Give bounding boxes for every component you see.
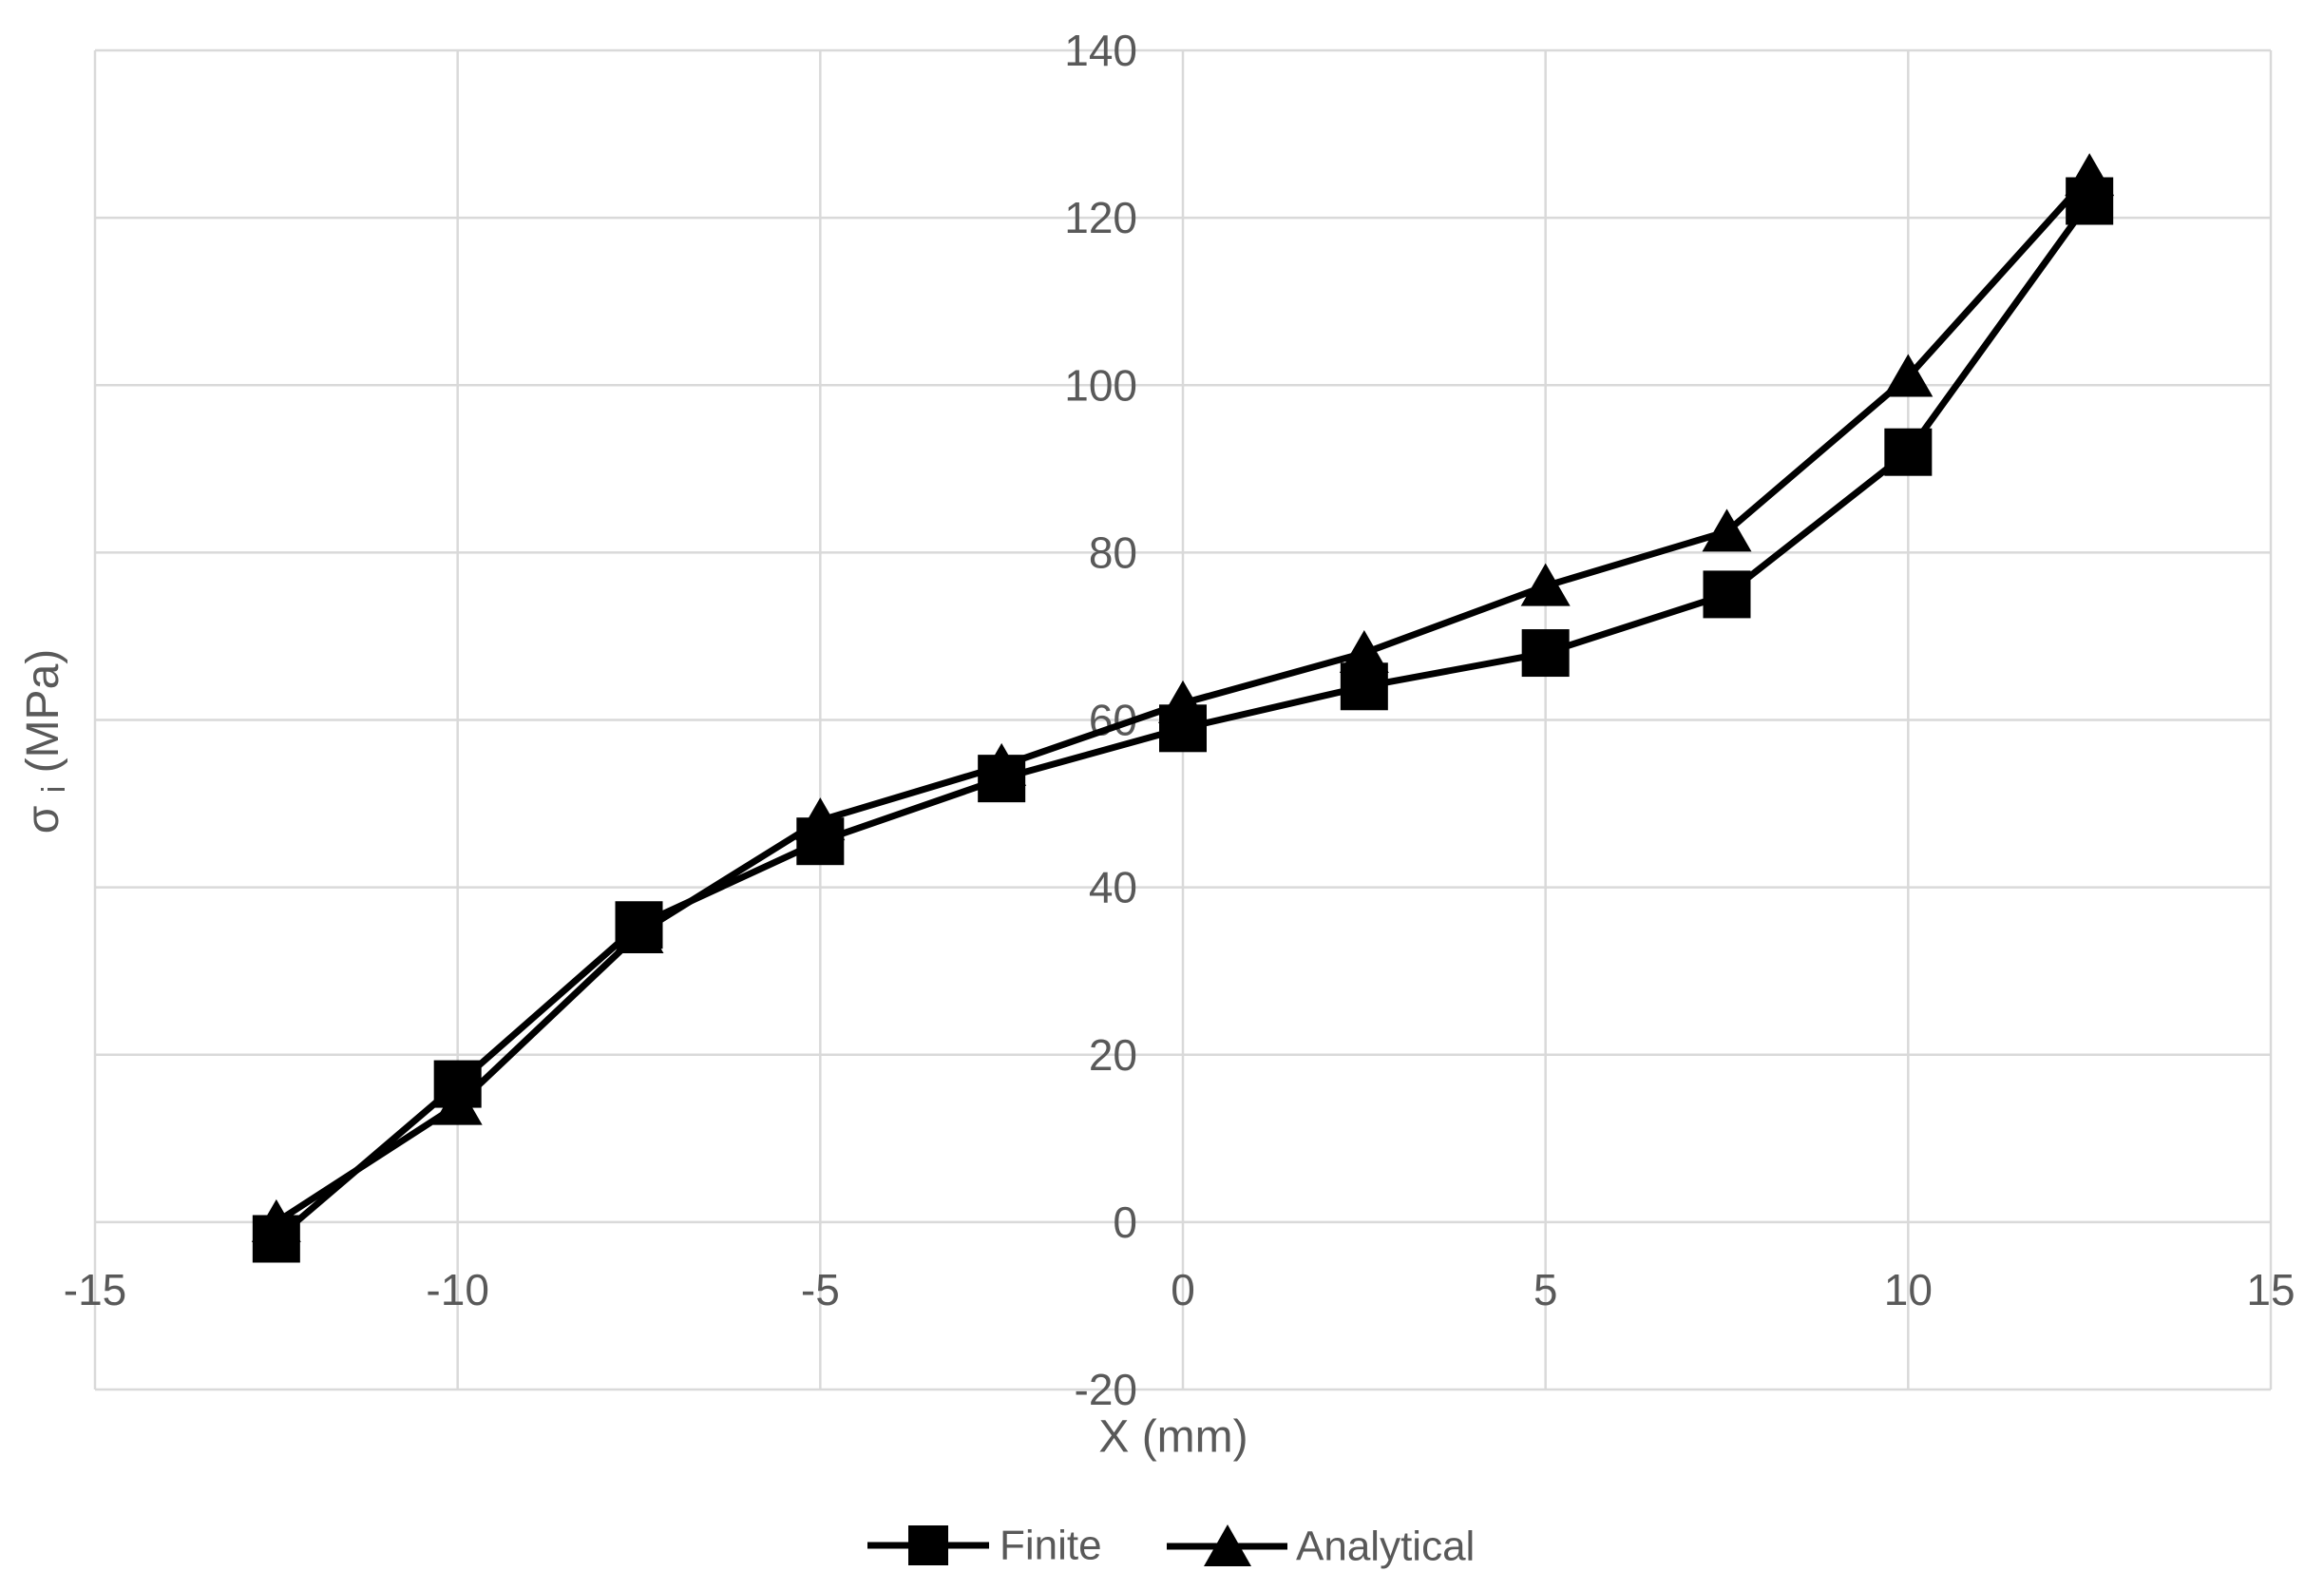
x-tick-label: -15 xyxy=(64,1265,126,1314)
x-tick-label: 5 xyxy=(1533,1265,1558,1314)
square-marker xyxy=(2066,177,2114,225)
y-axis-title: σ i (MPa) xyxy=(18,649,80,834)
square-marker xyxy=(1521,629,1570,678)
square-marker xyxy=(796,817,845,866)
legend: Finite Analytical xyxy=(867,1523,1475,1570)
x-tick-label: -10 xyxy=(426,1265,488,1314)
triangle-marker xyxy=(1883,354,1933,397)
y-tick-label: 80 xyxy=(1089,527,1137,577)
y-tick-label: 140 xyxy=(1064,26,1137,75)
legend-marker-square-icon xyxy=(908,1525,948,1565)
y-axis-title-subscript: i xyxy=(36,786,72,794)
legend-label-analytical: Analytical xyxy=(1296,1524,1475,1570)
y-tick-label: 100 xyxy=(1064,360,1137,410)
square-marker xyxy=(1703,570,1751,619)
legend-marker-triangle-icon xyxy=(1204,1524,1251,1566)
square-marker xyxy=(1159,704,1207,753)
legend-item-finite: Finite xyxy=(867,1523,1102,1569)
square-marker xyxy=(978,755,1026,803)
square-marker xyxy=(433,1060,482,1108)
x-tick-label: -5 xyxy=(801,1265,840,1314)
square-marker xyxy=(615,901,663,949)
y-tick-label: 20 xyxy=(1089,1030,1137,1080)
legend-label-finite: Finite xyxy=(1000,1523,1102,1569)
square-marker xyxy=(252,1215,300,1263)
triangle-marker xyxy=(1520,563,1571,606)
y-tick-label: 0 xyxy=(1113,1198,1137,1247)
data-series-layer xyxy=(251,153,2115,1263)
triangle-marker xyxy=(1702,508,1752,552)
y-tick-label: -20 xyxy=(1075,1365,1137,1414)
x-tick-label: 0 xyxy=(1171,1265,1195,1314)
square-marker xyxy=(1884,428,1933,476)
x-axis-title: X (mm) xyxy=(1098,1412,1248,1463)
x-tick-label: 10 xyxy=(1884,1265,1933,1314)
x-tick-label: 15 xyxy=(2246,1265,2295,1314)
square-marker xyxy=(1340,662,1388,711)
y-axis-title-unit: (MPa) xyxy=(18,649,68,774)
y-axis-title-sigma: σ xyxy=(18,806,68,834)
x-axis-tick-labels: -15 -10 -5 0 5 10 15 xyxy=(64,1265,2295,1314)
y-tick-label: 120 xyxy=(1064,193,1137,242)
y-tick-label: 40 xyxy=(1089,863,1137,912)
triangle-marker xyxy=(1339,630,1389,674)
legend-item-analytical: Analytical xyxy=(1167,1524,1475,1570)
